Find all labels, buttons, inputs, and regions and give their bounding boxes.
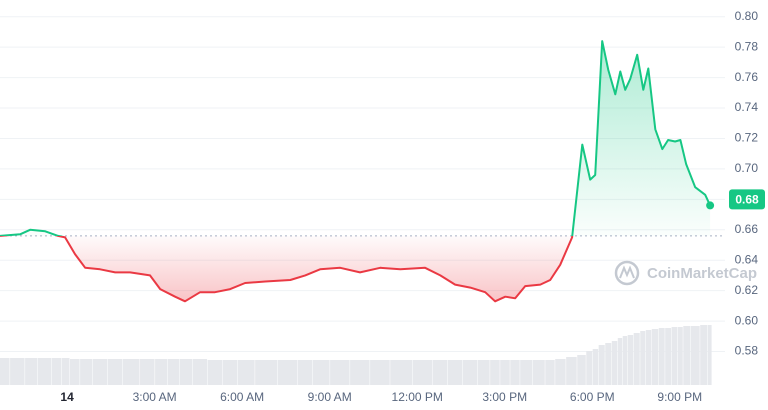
volume-bar	[622, 336, 628, 385]
volume-bar	[462, 360, 478, 385]
volume-bar	[207, 360, 223, 385]
volume-bar	[690, 326, 700, 385]
volume-bar	[192, 359, 208, 385]
price-area	[0, 41, 711, 302]
volume-bar	[683, 326, 691, 385]
y-tick-label: 0.70	[735, 161, 759, 175]
y-tick-label: 0.58	[735, 344, 759, 358]
volume-bar	[277, 360, 298, 385]
volume-bar	[545, 360, 555, 385]
y-tick-label: 0.76	[735, 70, 759, 84]
x-tick-label: 6:00 AM	[220, 390, 264, 404]
volume-bar	[645, 330, 652, 385]
volume-bar	[605, 343, 612, 385]
volume-bar	[0, 358, 10, 385]
x-tick-label: 9:00 PM	[657, 390, 702, 404]
volume-bar	[330, 360, 350, 385]
x-tick-label: 6:00 PM	[570, 390, 615, 404]
y-tick-label: 0.72	[735, 131, 759, 145]
volume-bar	[122, 359, 140, 385]
volume-bar	[477, 360, 490, 385]
volume-bar	[25, 358, 38, 385]
volume-bar	[51, 358, 62, 385]
volume-bar	[155, 359, 168, 385]
volume-bar	[167, 359, 180, 385]
x-tick-label: 3:00 PM	[482, 390, 527, 404]
volume-bar	[651, 329, 659, 385]
volume-bar	[80, 359, 93, 385]
watermark: CoinMarketCap	[614, 260, 757, 286]
volume-bar	[592, 349, 599, 385]
volume-bar	[617, 338, 623, 385]
volume-bar	[566, 357, 577, 385]
volume-bar	[671, 327, 678, 385]
volume-bar	[37, 358, 52, 385]
volume-bar	[577, 355, 586, 385]
volume-bar	[312, 360, 330, 385]
volume-bar	[412, 360, 433, 385]
price-tag	[729, 189, 765, 210]
y-tick-label: 0.80	[735, 9, 759, 23]
y-tick-label: 0.78	[735, 39, 759, 53]
volume-bar	[598, 345, 605, 385]
x-tick-label: 14	[60, 390, 74, 404]
volume-bar	[10, 358, 25, 385]
volume-bar	[633, 333, 640, 385]
volume-bar	[700, 325, 708, 385]
volume-bar	[611, 341, 618, 385]
y-tick-label: 0.60	[735, 313, 759, 327]
volume-bar	[447, 360, 463, 385]
volume-bar	[107, 359, 123, 385]
y-tick-label: 0.64	[735, 252, 759, 266]
volume-bar	[61, 358, 70, 385]
x-tick-label: 12:00 PM	[392, 390, 443, 404]
volume-bar	[180, 359, 193, 385]
volume-bar	[350, 360, 370, 385]
volume-bar	[222, 360, 238, 385]
volume-bar	[677, 327, 683, 385]
volume-bar	[707, 325, 712, 385]
y-tick-label: 0.66	[735, 222, 759, 236]
volume-bar	[432, 360, 448, 385]
volume-bar	[586, 351, 593, 385]
volume-bar	[627, 335, 634, 385]
volume-bar	[237, 360, 255, 385]
volume-bar	[370, 360, 390, 385]
volume-bar	[297, 360, 313, 385]
volume-bar	[70, 359, 80, 385]
x-tick-label: 3:00 AM	[133, 390, 177, 404]
volume-bar	[520, 360, 533, 385]
volume-bar	[500, 360, 510, 385]
volume-bar	[255, 360, 278, 385]
volume-bar	[532, 360, 545, 385]
y-tick-label: 0.62	[735, 283, 759, 297]
volume-bar	[640, 331, 646, 385]
volume-bar	[92, 359, 108, 385]
volume-bar	[140, 359, 155, 385]
volume-bar	[665, 328, 672, 385]
watermark-text: CoinMarketCap	[647, 265, 757, 282]
price-tag-label: 0.68	[735, 193, 759, 207]
volume-bar	[658, 328, 665, 385]
last-point	[706, 201, 715, 210]
y-tick-label: 0.74	[735, 100, 759, 114]
volume-bar	[510, 360, 520, 385]
volume-bar	[555, 359, 566, 385]
volume-bar	[390, 360, 413, 385]
price-line	[0, 40, 712, 303]
volume-bar	[490, 360, 500, 385]
x-tick-label: 9:00 AM	[308, 390, 352, 404]
